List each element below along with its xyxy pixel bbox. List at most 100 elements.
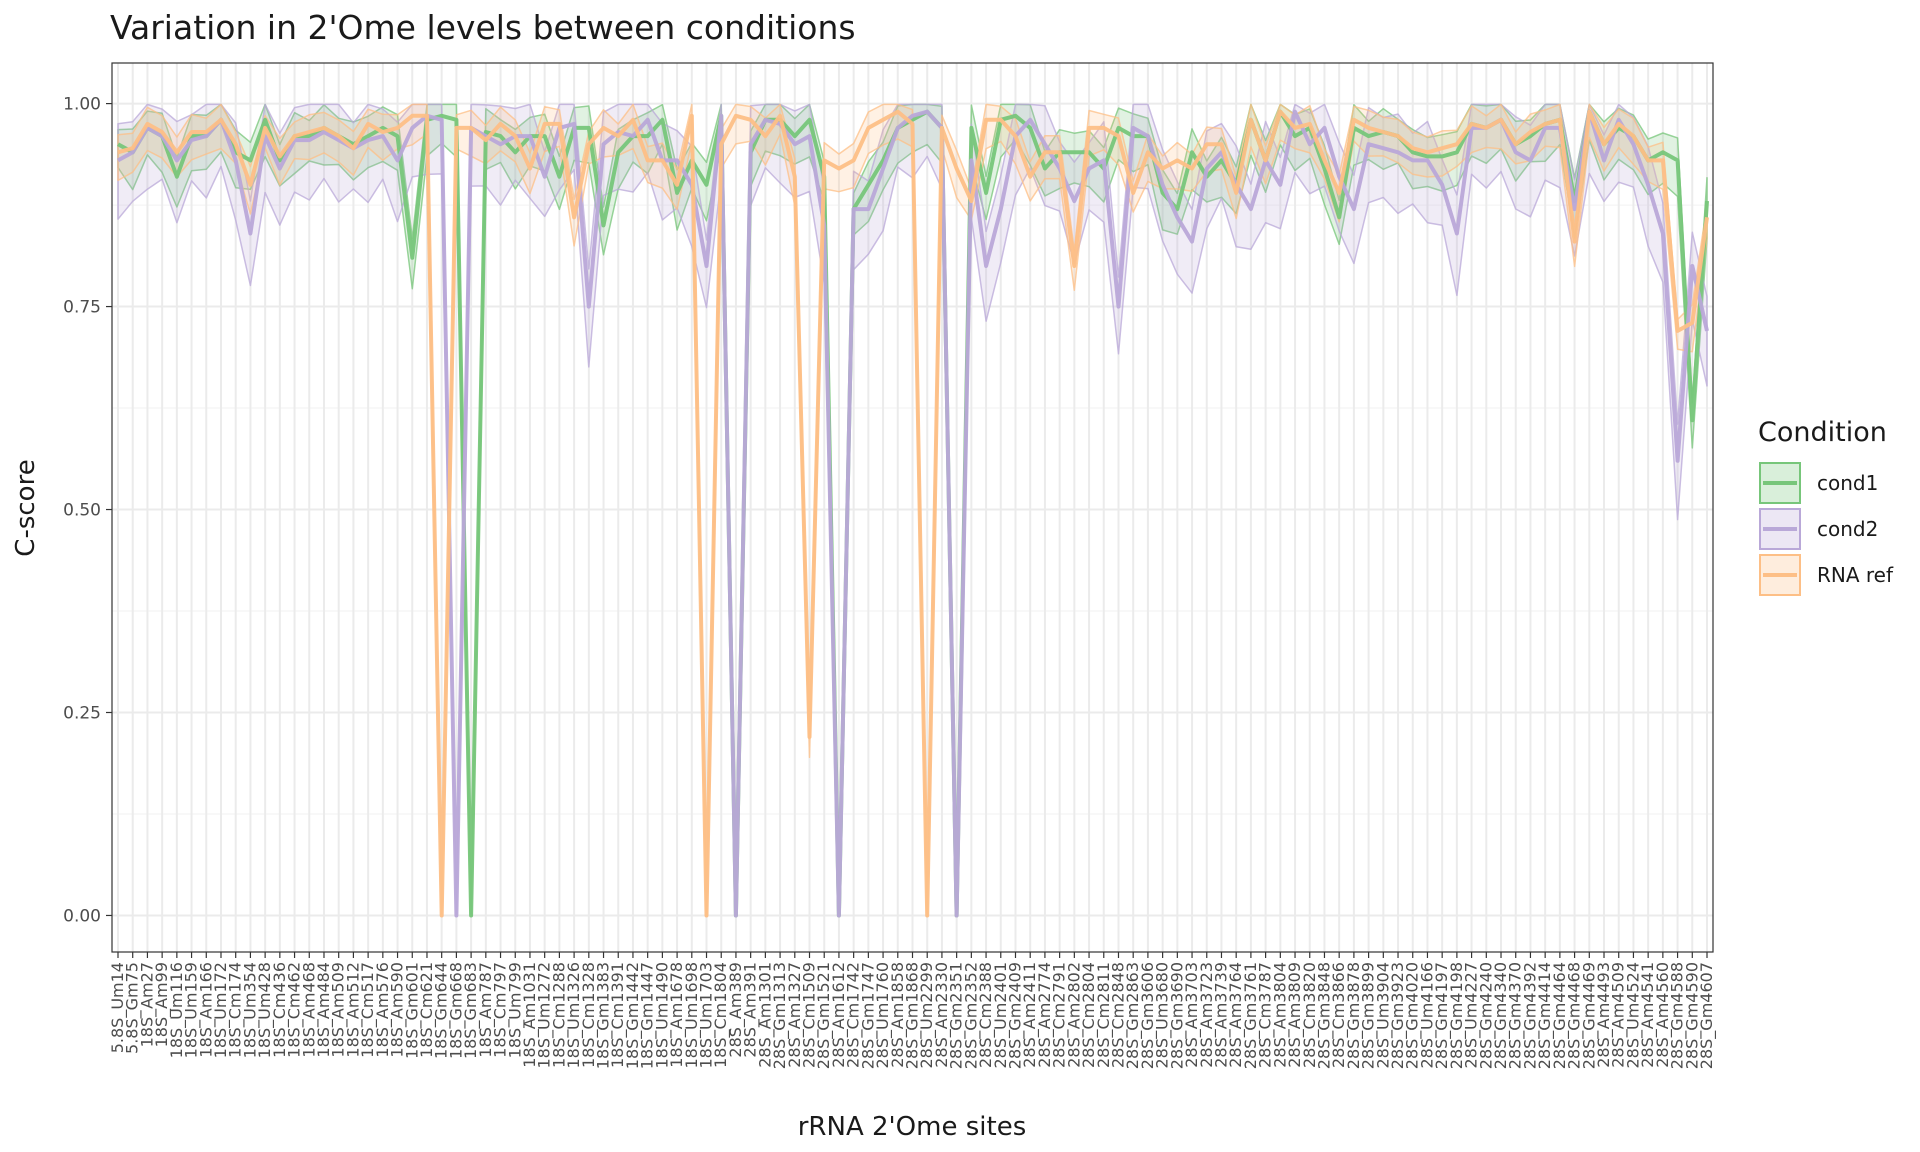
x-tick-label: 28S_Gm3761 [1241, 962, 1261, 1069]
x-tick-label: 18S_Um1326 [564, 962, 584, 1069]
x-tick-label: 18S_Cm1391 [608, 962, 628, 1068]
y-axis: 0.00 0.25 0.50 0.75 1.00 [63, 95, 112, 926]
band-layer [117, 103, 1708, 917]
x-tick-label: 18S_Cm1804 [711, 962, 731, 1068]
x-tick-label: 28S_Gm4590 [1682, 962, 1702, 1069]
x-tick-label: 28S_Am391 [741, 962, 761, 1058]
x-tick-label: 18S_Um799 [505, 962, 525, 1058]
x-tick-label: 28S_Gm4197 [1432, 962, 1452, 1069]
x-tick-label: 28S_Gm2352 [961, 962, 981, 1069]
x-tick-label: 28S_Cm2804 [1079, 962, 1099, 1068]
y-tick-label: 0.00 [63, 906, 101, 926]
x-tick-label: 18S_Gm683 [461, 962, 481, 1059]
x-tick-label: 18S_Um1698 [682, 962, 702, 1069]
x-tick-label: 28S_Am2330 [932, 962, 952, 1068]
x-axis-title: rRNA 2'Ome sites [798, 1112, 1027, 1142]
x-tick-label: 28S_Cm2848 [1109, 962, 1129, 1068]
x-tick-label: 28S_Gm4340 [1491, 962, 1511, 1069]
x-tick-label: 28S_Am4493 [1594, 962, 1614, 1068]
x-tick-label: 18S_Am27 [137, 962, 157, 1047]
x-tick-label: 18S_Um1272 [535, 962, 555, 1069]
x-tick-label: 28S_Am1301 [755, 962, 775, 1068]
x-tick-label: 28S_Um2401 [991, 962, 1011, 1069]
series-line-cond2 [117, 109, 1709, 918]
x-tick-label: 18S_Um1703 [697, 962, 717, 1069]
x-tick-label: 5.8S_Um14 [108, 962, 128, 1053]
x-tick-label: 28S_Um1760 [873, 962, 893, 1069]
x-tick-label: 18S_Am99 [152, 962, 172, 1047]
x-tick-label: 18S_Um1490 [652, 962, 672, 1069]
x-tick-label: 28S_Am1612 [829, 962, 849, 1068]
x-tick-label: 18S_Am576 [373, 962, 393, 1058]
band-cond2 [117, 103, 1708, 917]
chart-title: Variation in 2'Ome levels between condit… [110, 8, 856, 47]
x-tick-label: 18S_Am166 [196, 962, 216, 1058]
legend-label: cond2 [1817, 517, 1878, 541]
y-tick-label: 0.25 [63, 703, 101, 723]
x-tick-label: 28S_Am1327 [785, 962, 805, 1068]
x-tick-label: 28S_Gm3878 [1344, 962, 1364, 1069]
x-tick-label: 28S_Am3804 [1270, 962, 1290, 1068]
y-tick-label: 1.00 [63, 95, 101, 115]
x-tick-label: 28S_Am4560 [1653, 962, 1673, 1068]
x-tick-label: 28S_Am1858 [888, 962, 908, 1068]
x-tick-label: 18S_Am1678 [667, 962, 687, 1068]
x-tick-label: 28S_Gm3606 [1138, 962, 1158, 1069]
x-tick-label: 28S_Gm4020 [1403, 962, 1423, 1069]
legend-label: RNA ref [1817, 563, 1894, 587]
x-tick-label: 18S_Gm668 [446, 962, 466, 1059]
x-tick-label: 18S_Am509 [329, 962, 349, 1058]
x-tick-label: 18S_Am468 [299, 962, 319, 1058]
legend-item-cond1: cond1 [1759, 462, 1878, 504]
x-tick-label: 28S_Gm2863 [1123, 962, 1143, 1069]
x-tick-label: 28S_Um4166 [1418, 962, 1438, 1069]
x-tick-label: 18S_Gm1442 [623, 962, 643, 1069]
x-tick-label: 28S_Am2411 [1020, 962, 1040, 1068]
series-line-rna-ref [117, 109, 1709, 918]
x-tick-label: 18S_Cm797 [491, 962, 511, 1058]
x-tick-label: 18S_Cm621 [417, 962, 437, 1058]
x-tick-label: 18S_Cm517 [358, 962, 378, 1058]
x-tick-label: 28S_Gm4198 [1447, 962, 1467, 1069]
legend-title: Condition [1758, 417, 1887, 448]
x-tick-label: 28S_Gm2409 [1006, 962, 1026, 1069]
x-tick-label: 28S_Cm1742 [844, 962, 864, 1068]
x-tick-label: 28S_Am4509 [1609, 962, 1629, 1068]
x-tick-label: 18S_Gm644 [432, 962, 452, 1059]
x-axis: 5.8S_Um145.8S_Gm7518S_Am2718S_Am9918S_Um… [108, 952, 1717, 1069]
x-tick-label: 18S_Cm1328 [579, 962, 599, 1068]
x-tick-label: 28S_Am2802 [1064, 962, 1084, 1068]
x-tick-label: 28S_Cm3820 [1300, 962, 1320, 1068]
x-tick-label: 28S_Gm3899 [1359, 962, 1379, 1069]
x-tick-label: 18S_Cm436 [270, 962, 290, 1058]
legend-items: cond1 cond2 RNA ref [1759, 462, 1894, 596]
x-tick-label: 28S_Cm1509 [800, 962, 820, 1068]
x-tick-label: 28S_Um2299 [917, 962, 937, 1069]
x-tick-label: 5.8S_Gm75 [123, 962, 143, 1054]
x-tick-label: 18S_Um116 [167, 962, 187, 1058]
x-tick-label: 28S_Am3703 [1182, 962, 1202, 1068]
x-tick-label: 28S_Gm4464 [1550, 962, 1570, 1069]
x-tick-label: 28S_Cm2388 [976, 962, 996, 1068]
x-tick-label: 18S_Um159 [182, 962, 202, 1058]
y-axis-title: C-score [11, 459, 41, 556]
x-tick-label: 18S_Am512 [343, 962, 363, 1058]
x-tick-label: 28S_Am3739 [1212, 962, 1232, 1068]
x-tick-label: 18S_Cm1288 [549, 962, 569, 1068]
x-tick-label: 28S_Gm3690 [1167, 962, 1187, 1069]
x-tick-label: 28S_Am389 [726, 962, 746, 1058]
x-tick-label: 28S_Um4524 [1623, 962, 1643, 1069]
x-tick-label: 28S_Am3723 [1197, 962, 1217, 1068]
x-tick-label: 28S_Gm4588 [1668, 962, 1688, 1069]
x-tick-label: 28S_Am4541 [1638, 962, 1658, 1068]
legend-item-rna-ref: RNA ref [1759, 554, 1894, 596]
x-tick-label: 18S_Cm462 [285, 962, 305, 1058]
x-tick-label: 28S_Am3764 [1226, 962, 1246, 1068]
x-tick-label: 18S_Um172 [211, 962, 231, 1058]
x-tick-label: 28S_Gm4392 [1520, 962, 1540, 1069]
x-tick-label: 28S_Gm4468 [1565, 962, 1585, 1069]
x-tick-label: 28S_Cm2791 [1050, 962, 1070, 1068]
x-tick-label: 28S_Cm3866 [1329, 962, 1349, 1068]
x-tick-label: 18S_Am787 [476, 962, 496, 1058]
